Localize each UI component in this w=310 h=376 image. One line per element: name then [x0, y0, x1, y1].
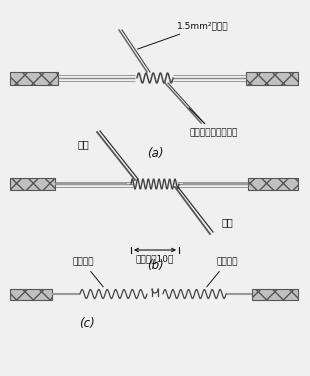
Text: 折回: 折回: [221, 217, 233, 227]
Text: 折回: 折回: [77, 139, 89, 149]
Text: 1.5mm²裸铜线: 1.5mm²裸铜线: [138, 21, 229, 49]
Bar: [10, 178, 55, 190]
Bar: [10, 71, 58, 85]
Text: (c): (c): [79, 317, 95, 331]
Text: 导线直径10倍: 导线直径10倍: [136, 255, 174, 264]
Text: 填入一根同直径芯线: 填入一根同直径芯线: [189, 108, 238, 138]
Text: (a): (a): [147, 147, 163, 159]
Text: (b): (b): [147, 259, 163, 273]
Bar: [246, 71, 298, 85]
Text: 继续缠绕: 继续缠绕: [72, 258, 103, 287]
Bar: [10, 288, 52, 300]
Bar: [252, 288, 298, 300]
Bar: [248, 178, 298, 190]
Text: 继续缠绕: 继续缠绕: [207, 258, 238, 287]
